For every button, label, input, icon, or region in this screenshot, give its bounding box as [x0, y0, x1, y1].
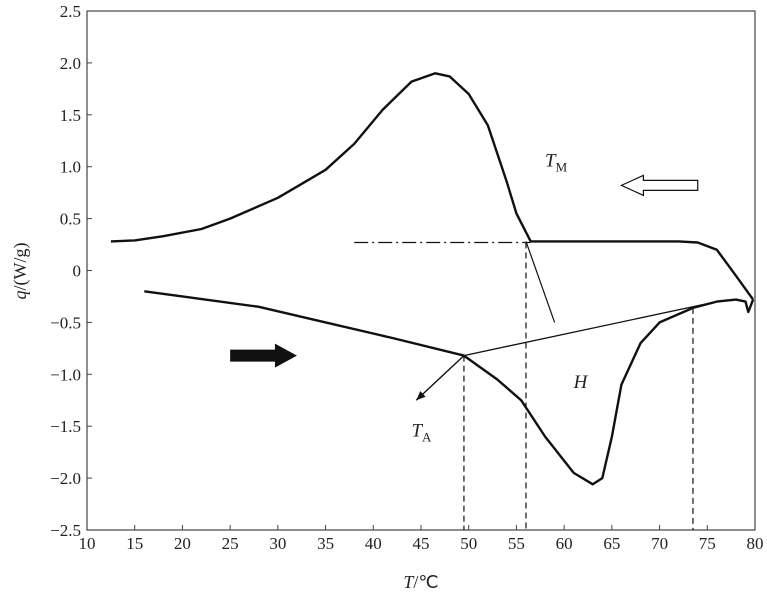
- y-tick-label: 2.0: [60, 54, 81, 73]
- x-tick-label: 25: [222, 534, 239, 553]
- x-tick-label: 35: [317, 534, 334, 553]
- tangent-line: [525, 241, 556, 323]
- x-tick-label: 55: [508, 534, 525, 553]
- y-tick-label: −2.0: [50, 469, 81, 488]
- y-tick-label: −1.0: [50, 365, 81, 384]
- x-axis-label: T/℃: [403, 572, 438, 592]
- x-tick-label: 15: [126, 534, 143, 553]
- x-tick-label: 70: [651, 534, 668, 553]
- annotation-ta: TA: [411, 421, 432, 445]
- plot-frame: [86, 10, 756, 531]
- x-tick-label: 80: [747, 534, 764, 553]
- x-tick-label: 10: [79, 534, 96, 553]
- x-tick-label: 60: [556, 534, 573, 553]
- baseline-line: [463, 300, 717, 357]
- heating-direction-arrow-icon: [230, 343, 297, 368]
- ta-arrow-head: [416, 391, 426, 401]
- heating-curve: [144, 290, 755, 486]
- y-tick-label: 0: [73, 262, 82, 281]
- y-tick-label: −0.5: [50, 313, 81, 332]
- x-tick-label: 75: [699, 534, 716, 553]
- y-tick-label: 2.5: [60, 2, 81, 21]
- cooling-curve: [110, 72, 755, 301]
- y-tick-label: 1.5: [60, 106, 81, 125]
- cooling-direction-arrow-icon: [619, 174, 699, 197]
- ta-arrow-line: [415, 355, 465, 401]
- x-tick-label: 30: [269, 534, 286, 553]
- annotation-tm: TM: [545, 151, 568, 175]
- x-tick-label: 40: [365, 534, 382, 553]
- y-tick-label: −2.5: [50, 521, 81, 540]
- y-tick-label: −1.5: [50, 417, 81, 436]
- x-tick-label: 65: [603, 534, 620, 553]
- x-tick-label: 45: [413, 534, 430, 553]
- y-tick-label: 1.0: [60, 158, 81, 177]
- annotation-h: H: [573, 372, 589, 393]
- x-tick-label: 50: [460, 534, 477, 553]
- x-tick-label: 20: [174, 534, 191, 553]
- y-tick-label: 0.5: [60, 210, 81, 229]
- y-axis-label: q/(W/g): [10, 243, 31, 300]
